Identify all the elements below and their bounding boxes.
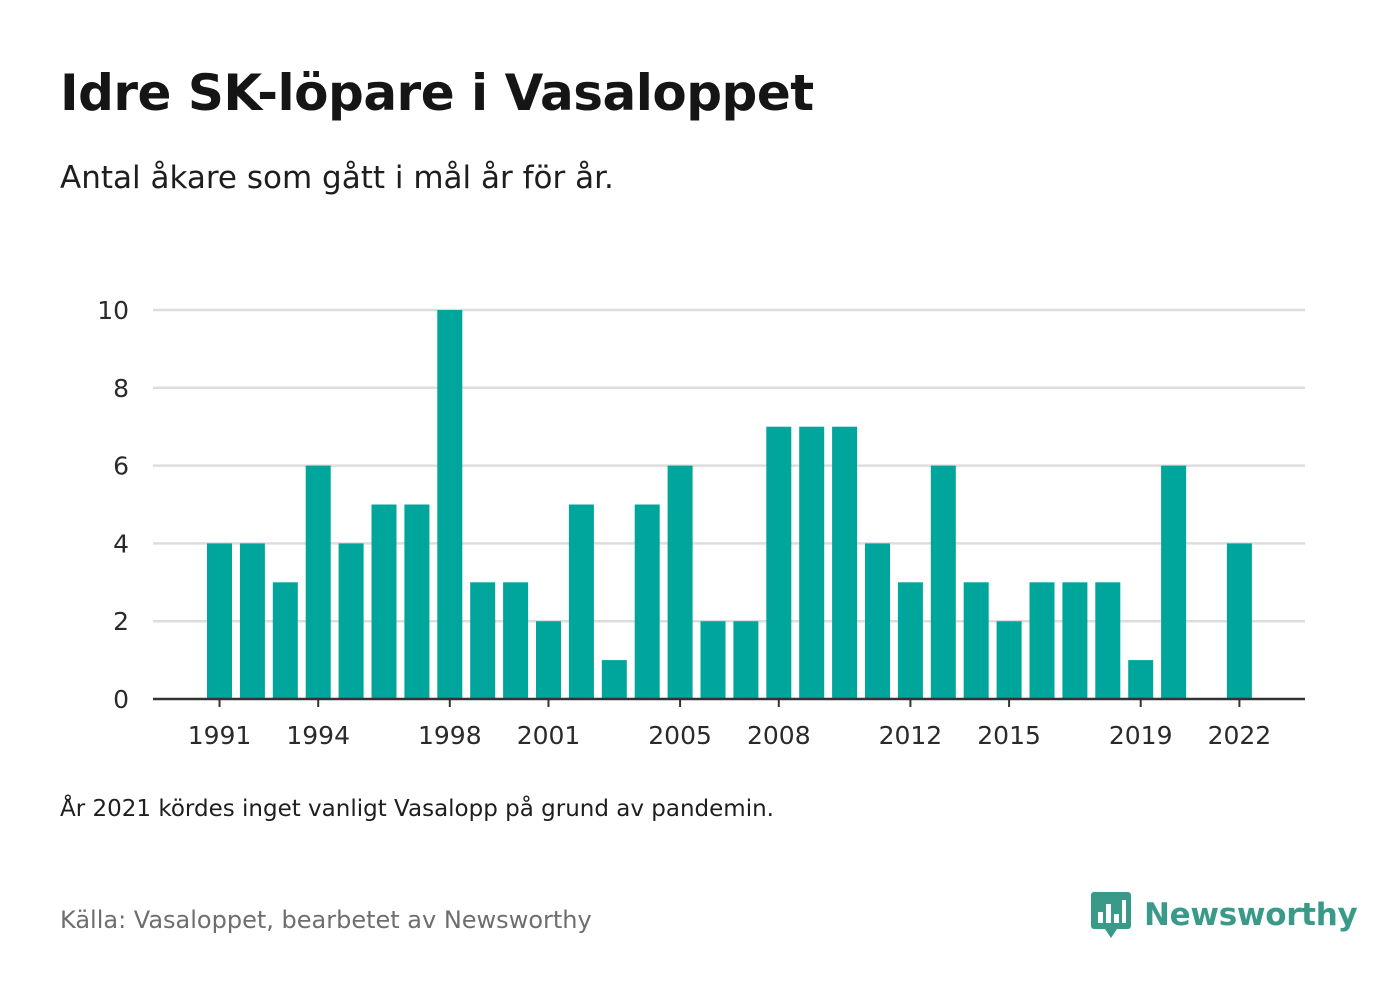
x-tick-label: 2001 [517, 721, 581, 750]
bars [207, 310, 1252, 699]
bar-2015 [996, 621, 1022, 699]
bar-1996 [371, 504, 397, 699]
bar-2022 [1226, 543, 1252, 699]
x-tick-label: 1998 [418, 721, 482, 750]
bar-2008 [766, 426, 792, 699]
newsworthy-brand: Newsworthy [1090, 890, 1358, 940]
bar-2020 [1161, 465, 1187, 699]
x-axis-ticks: 1991 1994 1998 2001 2005 2008 2012 2015 2019 2022 [188, 699, 1272, 750]
bar-2010 [832, 426, 858, 699]
bar-2001 [536, 621, 561, 699]
brand-name: Newsworthy [1144, 897, 1358, 933]
bar-1999 [470, 582, 496, 699]
bar-2017 [1062, 582, 1088, 699]
bar-1991 [207, 543, 232, 699]
x-tick-label: 1991 [188, 721, 252, 750]
bar-2007 [733, 621, 759, 699]
x-tick-label: 2022 [1208, 721, 1272, 750]
bar-2016 [1029, 582, 1055, 699]
y-axis-ticks: 0 2 4 6 8 10 [97, 296, 129, 714]
x-tick-label: 2019 [1109, 721, 1173, 750]
chart-title: Idre SK-löpare i Vasaloppet [60, 64, 814, 122]
x-tick-label: 2015 [977, 721, 1041, 750]
bar-2006 [700, 621, 726, 699]
bar-2009 [799, 426, 825, 699]
bar-2000 [503, 582, 529, 699]
x-tick-label: 2012 [879, 721, 943, 750]
bar-2003 [601, 660, 627, 699]
y-tick-label: 0 [113, 685, 129, 714]
bar-1997 [404, 504, 430, 699]
y-tick-label: 4 [113, 529, 129, 558]
bar-1994 [305, 465, 331, 699]
y-tick-label: 6 [113, 452, 129, 481]
bar-2018 [1095, 582, 1121, 699]
bar-2019 [1128, 660, 1154, 699]
bar-2005 [667, 465, 693, 699]
bar-1998 [437, 310, 463, 699]
y-tick-label: 2 [113, 607, 129, 636]
newsworthy-logo-icon [1091, 892, 1131, 938]
y-tick-label: 8 [113, 374, 129, 403]
x-tick-label: 1994 [286, 721, 350, 750]
bar-2013 [930, 465, 956, 699]
bar-1993 [272, 582, 298, 699]
x-tick-label: 2005 [648, 721, 712, 750]
bar-2011 [865, 543, 890, 699]
bar-2004 [634, 504, 660, 699]
bar-2012 [897, 582, 923, 699]
chart-subtitle: Antal åkare som gått i mål år för år. [60, 160, 614, 196]
bar-1992 [239, 543, 265, 699]
bar-2002 [568, 504, 594, 699]
bar-1995 [338, 543, 364, 699]
bar-chart: 0 2 4 6 8 10 1991 1994 1998 2001 2005 2008 2012 2015… [97, 296, 1305, 750]
y-tick-label: 10 [97, 296, 129, 325]
x-tick-label: 2008 [747, 721, 811, 750]
bar-2014 [963, 582, 989, 699]
chart-note: År 2021 kördes inget vanligt Vasalopp på… [60, 796, 774, 822]
source-credit: Källa: Vasaloppet, bearbetet av Newswort… [60, 906, 592, 934]
